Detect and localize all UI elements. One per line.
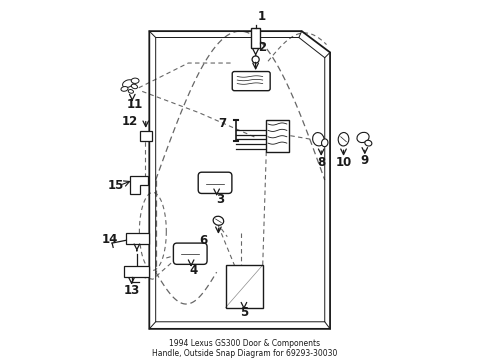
Text: 15: 15 bbox=[107, 179, 124, 192]
Ellipse shape bbox=[321, 139, 328, 147]
Text: 4: 4 bbox=[190, 264, 198, 277]
Text: 1: 1 bbox=[258, 10, 266, 23]
Text: 8: 8 bbox=[317, 156, 325, 169]
Ellipse shape bbox=[131, 78, 139, 84]
Text: 11: 11 bbox=[126, 98, 143, 111]
Text: 9: 9 bbox=[361, 154, 369, 167]
FancyBboxPatch shape bbox=[126, 233, 149, 244]
FancyBboxPatch shape bbox=[124, 266, 149, 277]
Ellipse shape bbox=[122, 80, 133, 87]
FancyBboxPatch shape bbox=[225, 265, 263, 307]
FancyBboxPatch shape bbox=[198, 172, 232, 193]
Ellipse shape bbox=[128, 90, 133, 93]
Circle shape bbox=[252, 56, 259, 63]
Ellipse shape bbox=[313, 132, 324, 146]
Text: 13: 13 bbox=[123, 284, 140, 297]
Text: 2: 2 bbox=[258, 41, 266, 54]
Text: 7: 7 bbox=[218, 117, 226, 130]
Text: 6: 6 bbox=[199, 234, 208, 247]
Ellipse shape bbox=[357, 132, 369, 143]
Ellipse shape bbox=[365, 140, 372, 146]
FancyBboxPatch shape bbox=[173, 243, 207, 264]
Ellipse shape bbox=[213, 216, 223, 225]
FancyBboxPatch shape bbox=[266, 120, 289, 152]
FancyBboxPatch shape bbox=[251, 28, 260, 48]
Text: 5: 5 bbox=[240, 306, 248, 319]
Ellipse shape bbox=[121, 86, 128, 91]
FancyBboxPatch shape bbox=[232, 72, 270, 91]
FancyBboxPatch shape bbox=[140, 131, 152, 141]
Ellipse shape bbox=[338, 132, 349, 146]
Ellipse shape bbox=[131, 84, 138, 89]
Text: 10: 10 bbox=[336, 156, 352, 169]
Text: 3: 3 bbox=[216, 193, 224, 206]
Text: 14: 14 bbox=[101, 233, 118, 246]
Text: 12: 12 bbox=[122, 115, 138, 128]
Text: 1994 Lexus GS300 Door & Components
Handle, Outside Snap Diagram for 69293-30030: 1994 Lexus GS300 Door & Components Handl… bbox=[152, 339, 338, 358]
